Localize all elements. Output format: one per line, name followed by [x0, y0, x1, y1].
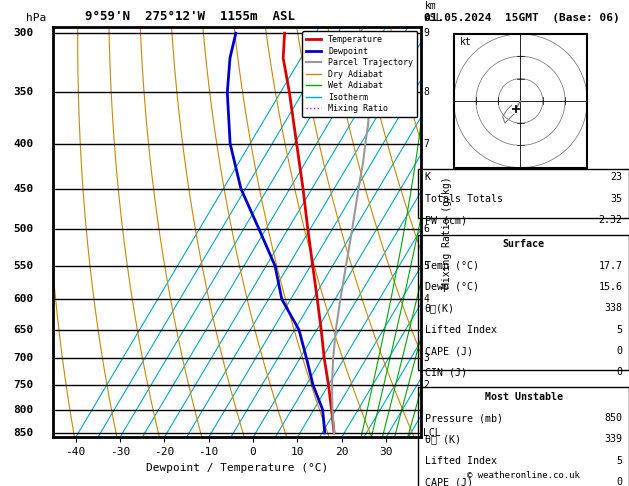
Text: 5: 5: [423, 261, 429, 271]
Text: 9°59'N  275°12'W  1155m  ASL: 9°59'N 275°12'W 1155m ASL: [85, 10, 294, 23]
Text: © weatheronline.co.uk: © weatheronline.co.uk: [467, 470, 580, 480]
Text: 2.32: 2.32: [599, 215, 623, 225]
Text: Pressure (mb): Pressure (mb): [425, 413, 503, 423]
Text: PW (cm): PW (cm): [425, 215, 467, 225]
Bar: [418, 169, 629, 218]
Text: 800: 800: [13, 405, 33, 415]
Text: 600: 600: [13, 294, 33, 304]
Text: 0: 0: [616, 367, 623, 377]
Text: 23: 23: [611, 173, 623, 182]
Text: 17.7: 17.7: [599, 261, 623, 271]
Text: 01.05.2024  15GMT  (Base: 06): 01.05.2024 15GMT (Base: 06): [424, 13, 620, 23]
Text: 0: 0: [616, 477, 623, 486]
Text: 550: 550: [13, 261, 33, 271]
Text: 35: 35: [611, 194, 623, 204]
Text: CAPE (J): CAPE (J): [425, 346, 472, 356]
Text: 5: 5: [616, 325, 623, 335]
Text: 700: 700: [13, 353, 33, 364]
Text: 15.6: 15.6: [599, 282, 623, 292]
Text: km
ASL: km ASL: [425, 1, 443, 23]
Bar: [418, 235, 629, 370]
Text: hPa: hPa: [26, 13, 46, 23]
Text: CIN (J): CIN (J): [425, 367, 467, 377]
Text: 2: 2: [423, 380, 429, 390]
Text: 9: 9: [423, 28, 429, 38]
Text: 850: 850: [13, 428, 33, 438]
Text: 350: 350: [13, 87, 33, 97]
Text: K: K: [425, 173, 431, 182]
Text: 8: 8: [423, 87, 429, 97]
X-axis label: Dewpoint / Temperature (°C): Dewpoint / Temperature (°C): [147, 463, 328, 473]
Text: 850: 850: [604, 413, 623, 423]
Text: 400: 400: [13, 139, 33, 149]
Bar: [418, 387, 629, 486]
Text: Most Unstable: Most Unstable: [484, 392, 563, 402]
Text: θᴄ(K): θᴄ(K): [425, 303, 455, 313]
Text: 3: 3: [423, 353, 429, 364]
Text: 7: 7: [423, 139, 429, 149]
Text: 650: 650: [13, 325, 33, 335]
Text: 338: 338: [604, 303, 623, 313]
Text: 300: 300: [13, 28, 33, 38]
Text: Surface: Surface: [503, 240, 545, 249]
Text: CAPE (J): CAPE (J): [425, 477, 472, 486]
Text: 5: 5: [616, 456, 623, 466]
Text: Lifted Index: Lifted Index: [425, 325, 497, 335]
Text: Mixing Ratio (g/kg): Mixing Ratio (g/kg): [442, 176, 452, 288]
Text: θᴄ (K): θᴄ (K): [425, 434, 460, 444]
Text: 450: 450: [13, 184, 33, 194]
Text: 500: 500: [13, 224, 33, 234]
Text: Temp (°C): Temp (°C): [425, 261, 479, 271]
Text: 750: 750: [13, 380, 33, 390]
Text: 0: 0: [616, 346, 623, 356]
Text: Totals Totals: Totals Totals: [425, 194, 503, 204]
Legend: Temperature, Dewpoint, Parcel Trajectory, Dry Adiabat, Wet Adiabat, Isotherm, Mi: Temperature, Dewpoint, Parcel Trajectory…: [303, 31, 417, 117]
Text: 4: 4: [423, 294, 429, 304]
Text: LCL: LCL: [423, 428, 441, 438]
Text: Dewp (°C): Dewp (°C): [425, 282, 479, 292]
Text: Lifted Index: Lifted Index: [425, 456, 497, 466]
Text: 6: 6: [423, 224, 429, 234]
Text: 339: 339: [604, 434, 623, 444]
Text: kt: kt: [460, 37, 472, 47]
